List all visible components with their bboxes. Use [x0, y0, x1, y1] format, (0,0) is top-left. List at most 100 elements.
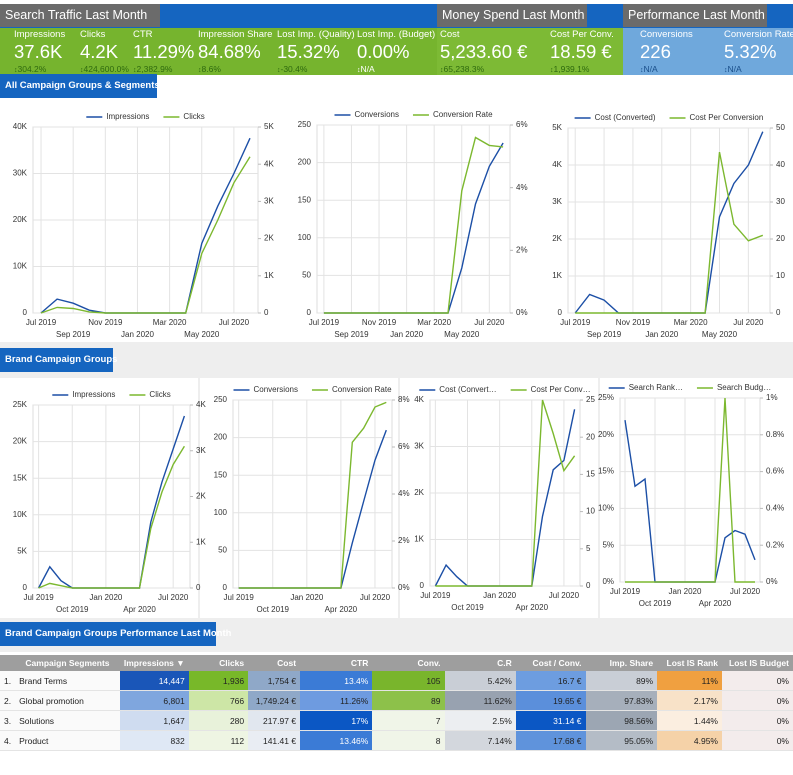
series-line: [323, 136, 504, 314]
kpi-label: Impression Share: [198, 29, 273, 40]
metric-cell: 1,749.24 €: [248, 690, 301, 711]
y2-tick-label: 30: [776, 197, 785, 206]
legend-label: Impressions: [106, 112, 149, 121]
metric-cell: 112: [188, 730, 249, 751]
kpi: Lost Imp. (Budget)0.00% N/A: [357, 29, 437, 74]
y2-tick-label: 0: [776, 308, 781, 317]
metric-cell: 280: [188, 710, 249, 731]
row-number: 2.: [0, 690, 16, 711]
kpi-change: 424,600.0%: [80, 64, 132, 74]
x-tick-label: Jul 2019: [309, 318, 340, 327]
header-row: Campaign Segments Impressions ▼ Clicks Cost…: [0, 655, 793, 671]
metric-cell: 97.83%: [585, 690, 658, 711]
y2-tick-label: 50: [776, 123, 785, 132]
chart-card: [200, 378, 398, 618]
kpi: Cost Per Conv.18.59 € 1,939.1%: [550, 29, 622, 74]
kpi-value: 226: [640, 41, 671, 62]
plot-area: [32, 126, 259, 314]
kpi-change: 2,382.9%: [133, 64, 197, 74]
legend-label: Conversion Rate: [433, 110, 493, 119]
x-tick-label: Sep 2019: [334, 330, 369, 339]
kpi-value: 84.68%: [198, 41, 261, 62]
x-tick-label: May 2020: [184, 330, 220, 339]
metric-cell: 16.7 €: [515, 671, 586, 691]
metric-cell: 6,801: [119, 690, 189, 711]
series-line: [323, 142, 504, 314]
header-cell: Impressions ▼: [119, 655, 189, 671]
header-cell: Imp. Share: [585, 655, 658, 671]
legend: Conversions Conversion Rate: [334, 110, 493, 119]
x-tick-label: Jan 2020: [390, 330, 423, 339]
kpi-value: 15.32%: [277, 41, 340, 62]
kpi-value: 0.00%: [357, 41, 410, 62]
kpi-label: Conversion Rate: [724, 29, 793, 40]
x-tick-label: Mar 2020: [417, 318, 451, 327]
metric-cell: 19.65 €: [515, 690, 586, 711]
metric-cell: 7: [372, 710, 445, 731]
chart-card: [600, 378, 793, 618]
y2-tick-label: 2%: [516, 245, 528, 254]
y2-tick-label: 40: [776, 160, 785, 169]
header-cell: C.R: [444, 655, 516, 671]
kpi-label: Cost: [440, 29, 460, 40]
metric-cell: 766: [188, 690, 249, 711]
y-tick-label: 250: [298, 120, 312, 129]
kpi-value: 11.29%: [133, 41, 195, 62]
row-number: 4.: [0, 730, 16, 751]
header-cell: Cost / Conv.: [515, 655, 586, 671]
metric-cell: 14,447: [119, 671, 189, 691]
series-line: [574, 131, 764, 314]
metric-cell: 11.26%: [300, 690, 373, 711]
header-cell: CTR: [300, 655, 373, 671]
y-tick-label: 0: [307, 308, 312, 317]
y2-tick-label: 5K: [264, 122, 274, 131]
header-cell: Clicks: [188, 655, 249, 671]
series-line: [40, 156, 251, 314]
table-row: 4. Product 832 112 141.41 €13.46% 8 7.14% 17.68…: [0, 730, 793, 751]
chart-card: [0, 378, 198, 618]
kpi-label: Impressions: [14, 29, 66, 40]
x-tick-label: Jan 2020: [645, 330, 678, 339]
header-cell: Cost: [248, 655, 301, 671]
legend: Cost (Converted) Cost Per Conversion: [574, 113, 763, 122]
y-tick-label: 5K: [552, 123, 562, 132]
y2-tick-label: 0: [264, 308, 269, 317]
metric-cell: 0%: [721, 710, 793, 731]
metric-cell: 832: [119, 730, 189, 751]
metric-cell: 1.44%: [657, 710, 722, 731]
x-tick-label: Sep 2019: [587, 330, 622, 339]
legend-label: Conversions: [355, 110, 399, 119]
header-cell: Lost IS Rank: [657, 655, 722, 671]
header-cell: [0, 655, 16, 671]
kpi-label: Lost Imp. (Budget): [357, 29, 436, 40]
metric-cell: 17%: [300, 710, 373, 731]
y-tick-label: 0: [558, 308, 563, 317]
metric-cell: 2.17%: [657, 690, 722, 711]
kpi-change: N/A: [724, 64, 793, 74]
y-tick-label: 200: [298, 158, 312, 167]
x-tick-label: Jul 2020: [219, 318, 250, 327]
segment-name: Solutions: [15, 710, 120, 731]
legend: Impressions Clicks: [86, 112, 205, 121]
metric-cell: 0%: [721, 671, 793, 691]
header-tab: Search Traffic Last Month: [0, 4, 160, 27]
header-tab: Money Spend Last Month: [437, 4, 587, 27]
x-tick-label: Nov 2019: [616, 318, 651, 327]
row-number: 1.: [0, 671, 16, 691]
metric-cell: 17.68 €: [515, 730, 586, 751]
x-tick-label: Sep 2019: [56, 330, 91, 339]
metric-cell: 1,754 €: [248, 671, 301, 691]
metric-cell: 105: [372, 671, 445, 691]
metric-cell: 89: [372, 690, 445, 711]
x-tick-label: Nov 2019: [362, 318, 397, 327]
y-tick-label: 1K: [552, 271, 562, 280]
kpi-value: 37.6K: [14, 41, 63, 62]
table-row: 2. Global promotion 6,801 766 1,749.24 €11.2…: [0, 690, 793, 711]
x-tick-label: Jul 2019: [560, 318, 591, 327]
y-tick-label: 30K: [13, 169, 28, 178]
